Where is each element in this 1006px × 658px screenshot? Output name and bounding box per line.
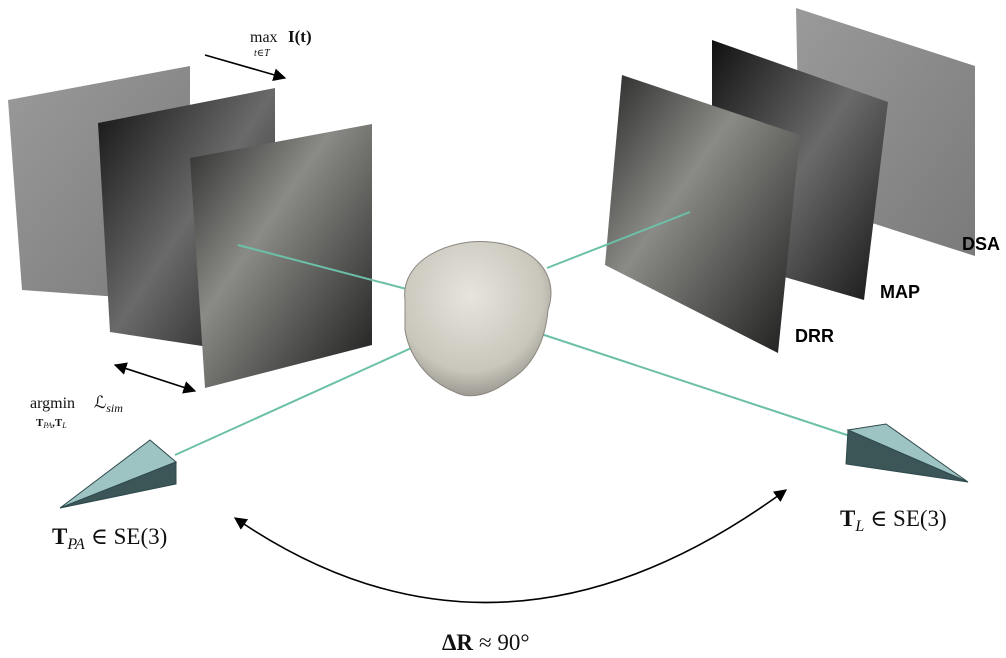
rotation-arrow — [235, 490, 786, 603]
image-label: MAP — [880, 282, 920, 302]
camera-symbol: T — [840, 506, 855, 531]
camera-label: TL ∈ SE(3) — [840, 506, 947, 535]
image-label: DRR — [795, 326, 834, 346]
under-subscript: L — [61, 421, 67, 430]
optimization-under: TPA,TL — [36, 417, 67, 430]
camera-left — [60, 440, 176, 508]
optimization-arrow — [115, 365, 195, 391]
under-subscript: PA — [42, 421, 52, 430]
loss-symbol: ℒ — [94, 393, 106, 412]
projection-operator: max — [250, 29, 278, 46]
camera-relation: ∈ SE(3) — [870, 506, 946, 531]
skull — [405, 242, 551, 396]
loss-subscript: sim — [106, 401, 123, 415]
projection-expression: I(t) — [288, 27, 312, 46]
diagram: max t∈T I(t) argmin ℒsim TPA,TL DSA MAP … — [0, 0, 1006, 658]
camera-label: TPA ∈ SE(3) — [52, 524, 167, 553]
image-label: DSA — [962, 234, 1000, 254]
rotation-relation: ≈ 90° — [479, 630, 530, 655]
camera-symbol: T — [52, 524, 67, 549]
projection-under: t∈T — [254, 48, 271, 59]
camera-subscript: PA — [66, 536, 85, 553]
rotation-label: ΔR≈ 90° — [442, 630, 530, 655]
optimization-loss: ℒsim — [94, 393, 123, 415]
projection-arrow — [205, 55, 285, 78]
camera-right — [846, 424, 968, 482]
optimization-operator: argmin — [30, 395, 75, 412]
rotation-symbol: ΔR — [442, 630, 473, 655]
camera-subscript: L — [854, 518, 864, 535]
camera-relation: ∈ SE(3) — [91, 524, 167, 549]
